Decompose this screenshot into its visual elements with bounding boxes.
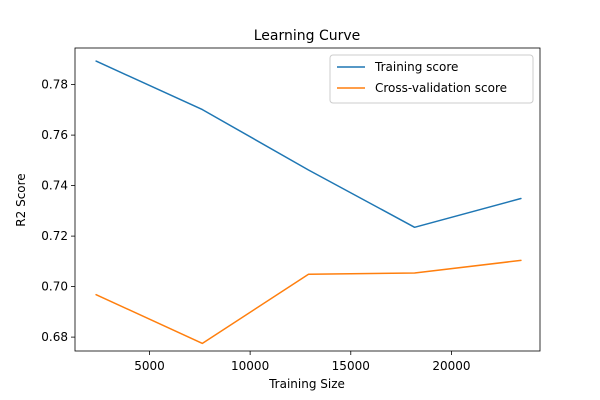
series-line-training-score [95,60,522,229]
data-point-training-score [202,109,204,111]
data-point-cross-validation-score [202,343,204,345]
data-point-training-score [414,227,416,229]
y-axis-label: R2 Score [14,173,28,226]
x-tick-label: 5000 [134,359,165,373]
plot-frame [74,47,541,352]
x-tick-label: 15000 [332,359,370,373]
series-line-cross-validation-score [95,259,522,345]
legend-label-training-score: Training score [374,60,458,74]
legend-label-cross-validation-score: Cross-validation score [375,81,507,95]
axis-ticks: 5000 10000 15000 20000 0.68 0.70 0.72 0.74 0.76 0… [41,78,470,373]
y-tick-label: 0.72 [41,229,68,243]
data-point-cross-validation-score [414,272,416,274]
data-point-training-score [520,198,522,200]
chart-title: Learning Curve [254,28,361,44]
plot-area [95,60,522,345]
y-tick-label: 0.78 [41,78,68,92]
y-tick-label: 0.76 [41,128,68,142]
x-tick-label: 10000 [231,359,269,373]
x-axis-label: Training Size [268,377,345,391]
y-tick-label: 0.74 [41,179,68,193]
data-point-cross-validation-score [308,273,310,275]
legend-box [329,54,534,104]
legend: Training score Cross-validation score [329,54,534,104]
x-tick-label: 20000 [432,359,470,373]
y-tick-label: 0.70 [41,280,68,294]
data-point-cross-validation-score [95,294,97,296]
data-point-cross-validation-score [520,260,522,262]
data-point-training-score [95,60,97,62]
y-tick-label: 0.68 [41,330,68,344]
data-point-training-score [308,169,310,171]
